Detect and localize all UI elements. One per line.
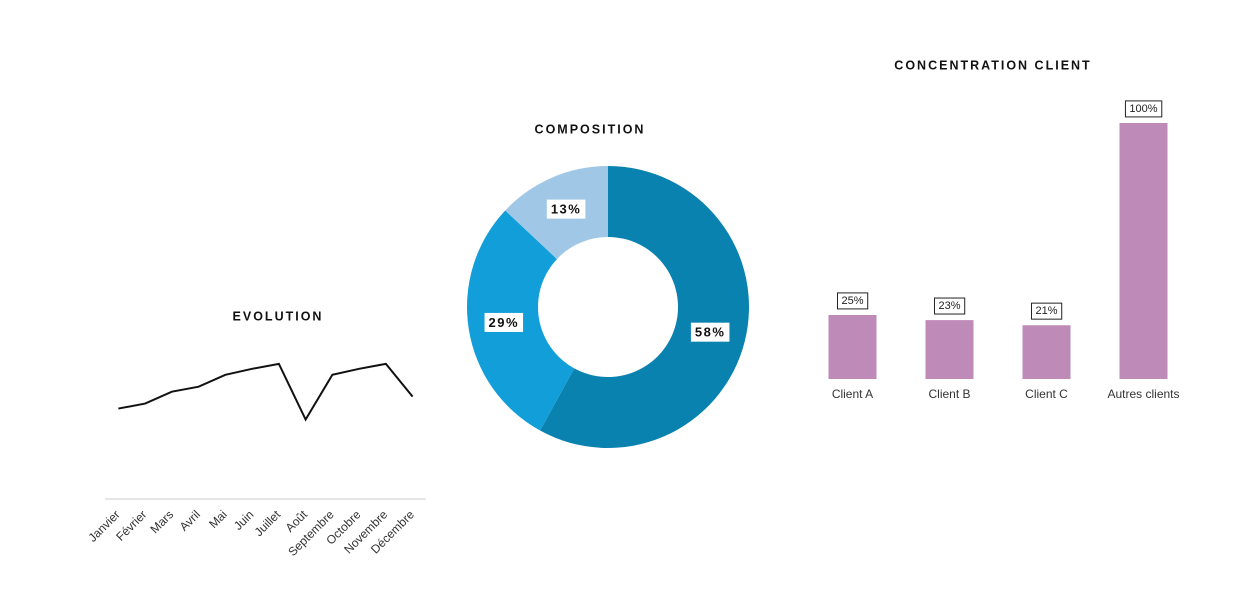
- x-tick-label: Juillet: [252, 507, 284, 539]
- line: [118, 362, 414, 422]
- x-tick-label: Client A: [832, 387, 873, 401]
- bar-label-group: 21%: [1030, 302, 1063, 320]
- x-tick-label: Autres clients: [1107, 387, 1179, 401]
- bar-label-box: [836, 292, 869, 310]
- slice-label: 58%: [695, 325, 726, 340]
- bar-label-group: 100%: [1124, 100, 1163, 118]
- bar-label-box: [1030, 302, 1063, 320]
- bar-label: 23%: [938, 300, 960, 312]
- bar-label-box: [1124, 100, 1163, 118]
- x-tick-label: Client B: [928, 387, 970, 401]
- slice-label-box: [484, 312, 524, 332]
- chart-title: CONCENTRATION CLIENT: [894, 58, 1091, 72]
- chart-title: COMPOSITION: [535, 122, 646, 136]
- slice-label: 29%: [489, 315, 520, 330]
- x-tick-label: Mars: [147, 507, 176, 536]
- x-tick-label: Avril: [177, 507, 203, 533]
- slice-label-group: 13%: [546, 199, 586, 219]
- bar-label: 100%: [1129, 103, 1157, 115]
- slice: [540, 166, 750, 449]
- slice-label-box: [546, 199, 586, 219]
- bar: [1022, 325, 1071, 379]
- x-tick-label: Mai: [206, 507, 230, 531]
- bar-label: 25%: [841, 295, 863, 307]
- x-tick-label: Client C: [1025, 387, 1068, 401]
- bar-label-box: [933, 297, 966, 315]
- bar-label: 21%: [1035, 305, 1057, 317]
- bar-label-group: 23%: [933, 297, 966, 315]
- slice-label: 13%: [551, 202, 582, 217]
- bar: [1119, 123, 1168, 379]
- slice-label-group: 58%: [690, 322, 730, 342]
- bar-label-group: 25%: [836, 292, 869, 310]
- slice-label-box: [690, 322, 730, 342]
- x-tick-label: Février: [113, 507, 149, 543]
- bar: [925, 320, 974, 379]
- slice-label-group: 29%: [484, 312, 524, 332]
- chart-title: EVOLUTION: [233, 309, 324, 323]
- bar: [828, 315, 877, 379]
